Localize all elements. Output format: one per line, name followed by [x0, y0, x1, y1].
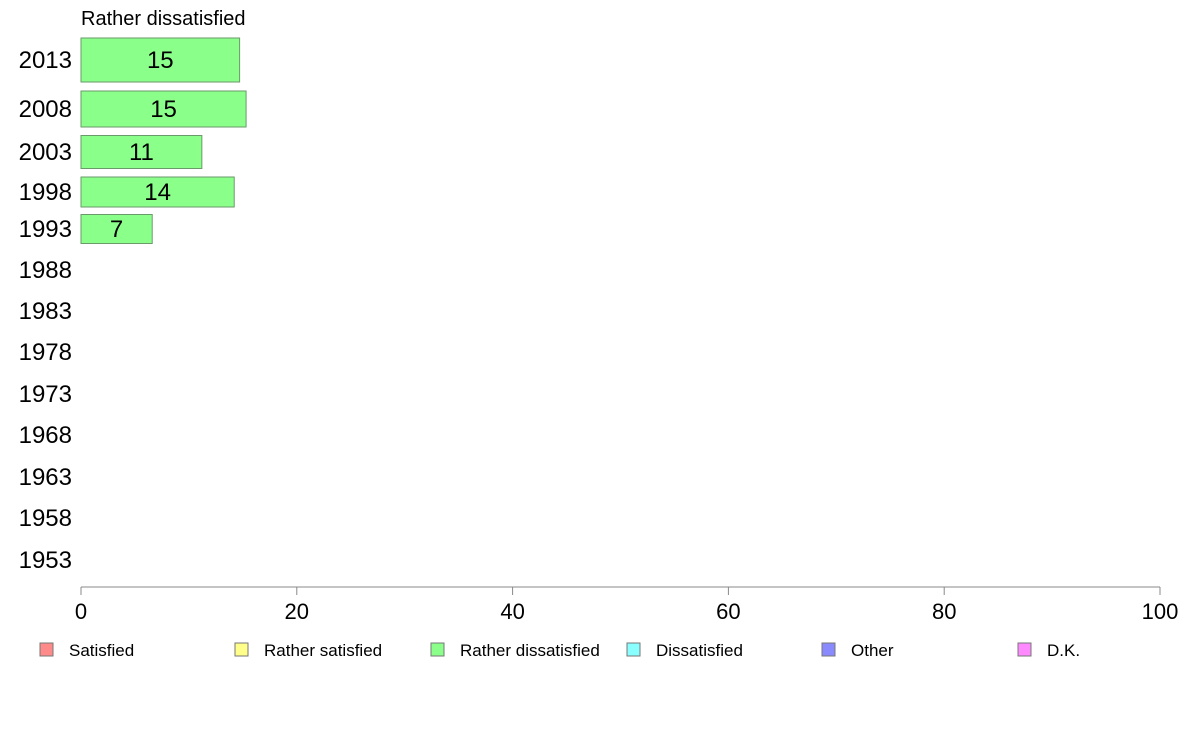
x-tick-label: 100 — [1142, 599, 1179, 624]
x-tick-label: 20 — [285, 599, 309, 624]
x-tick-label: 40 — [500, 599, 524, 624]
y-tick-label: 2013 — [19, 47, 72, 74]
bar — [80, 176, 235, 208]
y-tick-label: 1958 — [19, 505, 72, 532]
legend-label: Rather dissatisfied — [460, 641, 600, 660]
x-tick-label: 0 — [75, 599, 87, 624]
y-tick-label: 1998 — [19, 179, 72, 206]
y-axis-labels: 2013 2008 2003 1998 1993 1988 1983 1978 1973 1968… — [19, 47, 72, 574]
x-axis: 0 20 40 60 80 100 — [75, 586, 1179, 624]
bar-value-label: 11 — [129, 139, 154, 166]
legend-swatch — [626, 642, 641, 657]
legend-swatch — [430, 642, 445, 657]
legend-swatch — [234, 642, 249, 657]
legend-label: Rather satisfied — [264, 641, 382, 660]
y-tick-label: 1978 — [19, 339, 72, 366]
legend-swatch — [821, 642, 836, 657]
x-tick-label: 60 — [716, 599, 740, 624]
bar — [80, 135, 203, 169]
bar-value-label: 7 — [110, 216, 123, 243]
bar — [80, 214, 153, 244]
chart-title: Rather dissatisfied — [81, 8, 246, 30]
legend-label: Dissatisfied — [656, 641, 743, 660]
bar — [80, 90, 247, 128]
y-tick-label: 1953 — [19, 547, 72, 574]
y-tick-label: 2008 — [19, 96, 72, 123]
bars-layer: 15 15 11 14 7 — [80, 37, 247, 244]
legend-label: D.K. — [1047, 641, 1080, 660]
legend-label: Satisfied — [69, 641, 134, 660]
legend: Satisfied Rather satisfied Rather dissatis… — [39, 641, 1080, 660]
y-tick-label: 2003 — [19, 139, 72, 166]
y-tick-label: 1993 — [19, 216, 72, 243]
y-tick-label: 1968 — [19, 422, 72, 449]
y-tick-label: 1963 — [19, 464, 72, 491]
legend-swatch — [1017, 642, 1032, 657]
y-tick-label: 1988 — [19, 257, 72, 284]
y-tick-label: 1973 — [19, 381, 72, 408]
x-tick-label: 80 — [932, 599, 956, 624]
y-tick-label: 1983 — [19, 298, 72, 325]
bar-value-label: 15 — [150, 96, 177, 123]
bar-value-label: 15 — [147, 47, 174, 74]
legend-swatch — [39, 642, 54, 657]
legend-label: Other — [851, 641, 894, 660]
bar-value-label: 14 — [144, 179, 171, 206]
bar — [80, 37, 241, 83]
